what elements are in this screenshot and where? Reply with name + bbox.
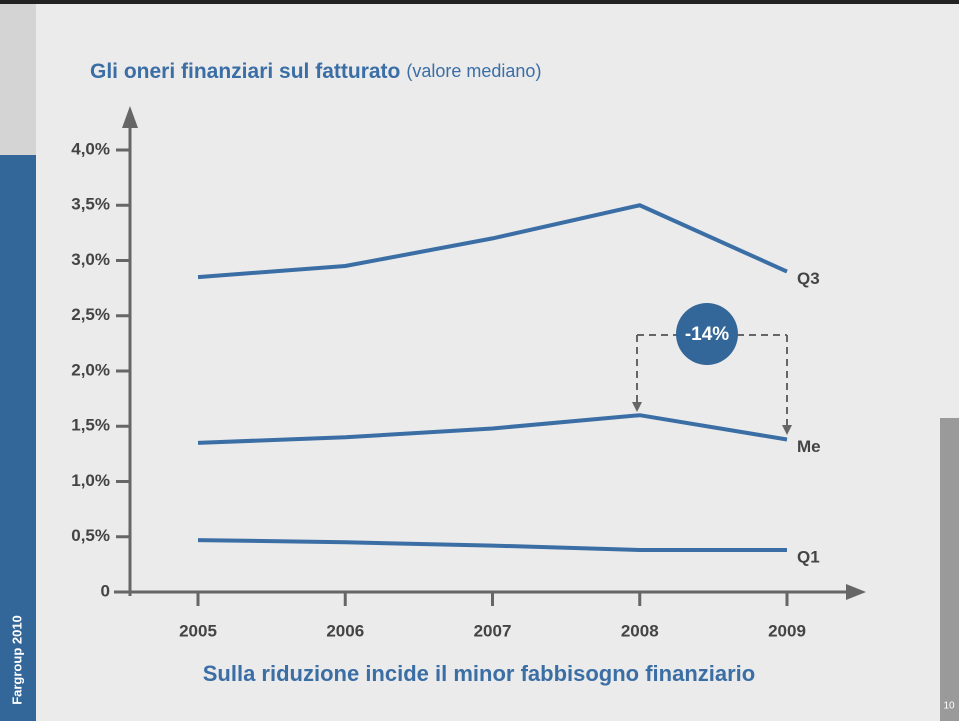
right-strip xyxy=(940,418,959,721)
y-tick-label: 4,0% xyxy=(71,139,110,158)
background xyxy=(0,0,959,721)
y-tick-label: 0,5% xyxy=(71,526,110,545)
y-tick-label: 3,5% xyxy=(71,195,110,214)
x-tick-label: 2005 xyxy=(179,621,217,640)
y-tick-label: 3,0% xyxy=(71,250,110,269)
chart-title: Gli oneri finanziari sul fatturato xyxy=(90,60,400,83)
chart-title-group: Gli oneri finanziari sul fatturato (valor… xyxy=(90,60,541,83)
side-label: Fargroup 2010 xyxy=(9,615,24,705)
footer: Sulla riduzione incide il minor fabbisog… xyxy=(203,661,755,686)
chart-subtitle: (valore mediano) xyxy=(406,61,541,81)
y-tick-label: 1,5% xyxy=(71,416,110,435)
y-tick-label: 1,0% xyxy=(71,471,110,490)
page-number: 10 xyxy=(943,701,955,712)
y-tick-label: 0 xyxy=(101,581,110,600)
series-label: Me xyxy=(797,437,821,456)
series-label: Q3 xyxy=(797,269,820,288)
y-tick-label: 2,0% xyxy=(71,360,110,379)
series-label: Q1 xyxy=(797,547,820,566)
annotation: -14% xyxy=(685,324,729,345)
x-tick-label: 2008 xyxy=(621,621,659,640)
side-strip-top xyxy=(0,4,36,155)
x-tick-label: 2006 xyxy=(326,621,364,640)
x-tick-label: 2009 xyxy=(768,621,806,640)
slide: Fargroup 2010 10 Gli oneri finanziari su… xyxy=(0,0,959,721)
y-tick-label: 2,5% xyxy=(71,305,110,324)
top-border xyxy=(0,0,959,4)
x-tick-label: 2007 xyxy=(474,621,512,640)
